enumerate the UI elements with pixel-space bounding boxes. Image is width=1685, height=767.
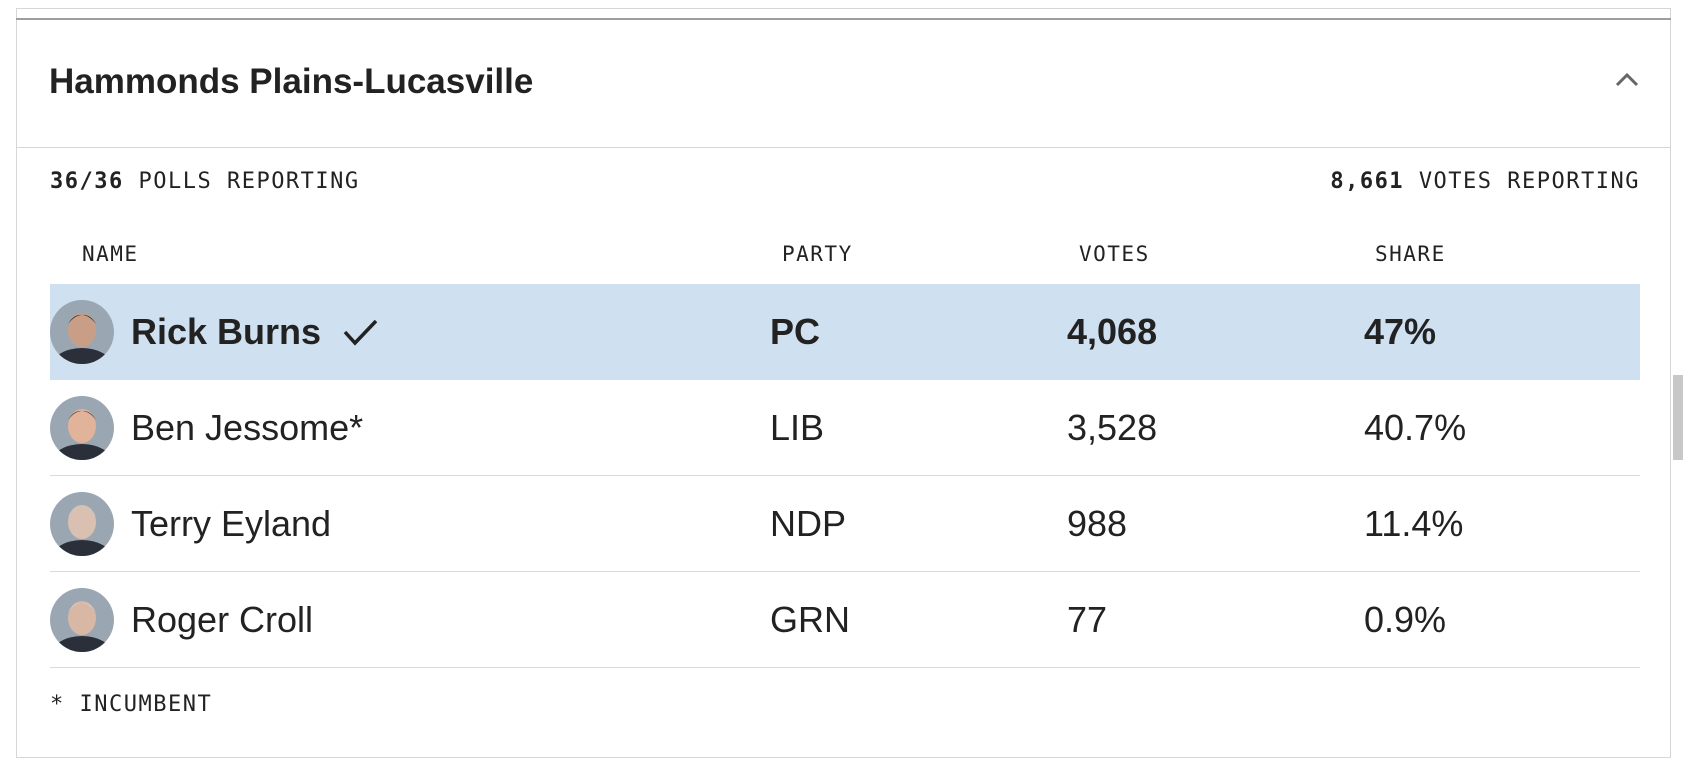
cell-name: Rick Burns [131, 311, 322, 352]
candidate-photo [50, 300, 114, 364]
votes-label: VOTES REPORTING [1418, 169, 1640, 194]
footnote: * INCUMBENT [50, 692, 213, 717]
cell-party: PC [770, 311, 821, 352]
cell-share: 47% [1364, 311, 1437, 352]
candidate-row: Rick Burns PC 4,068 47% [50, 284, 1640, 380]
candidate-row: Terry Eyland NDP 988 11.4% [50, 476, 1640, 572]
cell-name: Terry Eyland [131, 503, 332, 544]
column-header: NAME [82, 242, 139, 266]
candidate-photo [50, 588, 114, 652]
column-header: PARTY [782, 242, 853, 266]
cell-party: GRN [770, 599, 850, 640]
cell-party: LIB [770, 407, 825, 448]
cell-name: Roger Croll [131, 599, 314, 640]
candidate-photo [50, 492, 114, 556]
cell-name: Ben Jessome* [131, 407, 364, 448]
card-header[interactable]: Hammonds Plains-Lucasville [16, 20, 1671, 148]
collapse-icon[interactable] [1614, 70, 1640, 88]
votes-count: 8,661 [1330, 169, 1405, 194]
candidate-row: Roger Croll GRN 77 0.9% [50, 572, 1640, 668]
column-header: SHARE [1375, 242, 1446, 266]
cell-votes: 4,068 [1067, 311, 1158, 352]
polls-label: POLLS REPORTING [138, 169, 360, 194]
candidate-photo [50, 396, 114, 460]
cell-votes: 3,528 [1067, 407, 1158, 448]
cell-share: 0.9% [1364, 599, 1447, 640]
polls-count: 36/36 [50, 169, 124, 194]
polls-summary: 36/36 POLLS REPORTING [50, 169, 360, 194]
cell-votes: 77 [1067, 599, 1108, 640]
votes-summary: 8,661 VOTES REPORTING [1330, 169, 1640, 194]
top-rule [16, 18, 1671, 20]
column-header: VOTES [1079, 242, 1150, 266]
cell-votes: 988 [1067, 503, 1128, 544]
cell-party: NDP [770, 503, 847, 544]
winner-check [343, 319, 378, 346]
candidate-row: Ben Jessome* LIB 3,528 40.7% [50, 380, 1640, 476]
cell-share: 11.4% [1364, 503, 1464, 544]
cell-share: 40.7% [1364, 407, 1467, 448]
results-card [16, 8, 1671, 758]
scrollbar[interactable] [1673, 375, 1683, 460]
riding-title: Hammonds Plains-Lucasville [49, 62, 534, 101]
